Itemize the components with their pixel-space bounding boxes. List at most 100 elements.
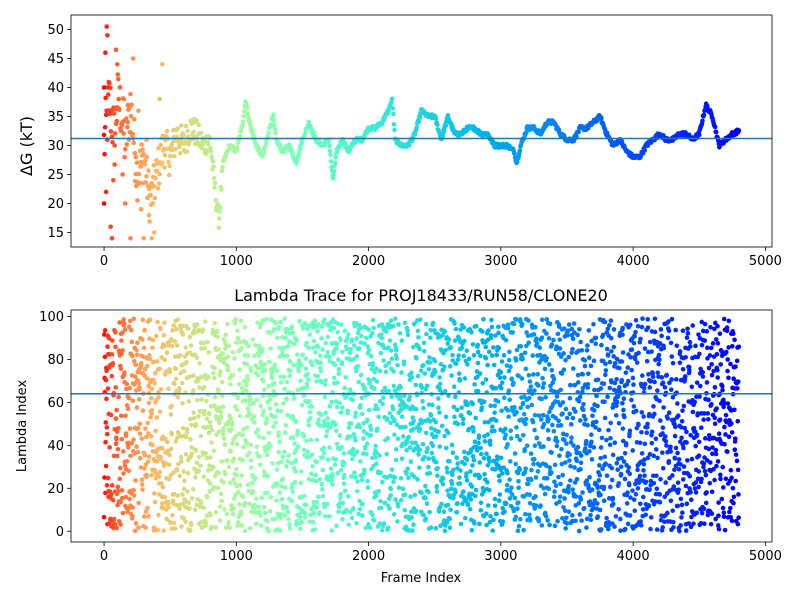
lambda-point [591, 445, 597, 450]
lambda-point [337, 400, 342, 406]
lambda-point [453, 326, 459, 332]
lambda-point [507, 397, 513, 403]
lambda-point [140, 317, 146, 322]
lambda-point [545, 518, 551, 523]
lambda-point [571, 321, 577, 326]
lambda-point [328, 466, 334, 471]
lambda-point [206, 468, 211, 473]
lambda-point [273, 420, 279, 425]
lambda-point [634, 360, 640, 365]
lambda-point [104, 396, 109, 402]
lambda-point [248, 458, 254, 463]
lambda-point [456, 371, 462, 376]
lambda-point [516, 485, 521, 491]
lambda-point [531, 456, 537, 462]
lambda-point [699, 476, 704, 482]
dg-point [273, 130, 278, 136]
lambda-point [365, 344, 371, 349]
lambda-point [322, 382, 328, 387]
dg-point [166, 172, 172, 178]
lambda-point [152, 499, 158, 505]
lambda-point [385, 525, 391, 530]
lambda-point [246, 343, 251, 349]
lambda-point [188, 522, 194, 528]
lambda-point [546, 362, 552, 367]
lambda-point [157, 469, 163, 475]
lambda-point [334, 441, 340, 447]
lambda-point [172, 381, 177, 387]
lambda-point [288, 359, 293, 365]
lambda-point [687, 367, 692, 373]
lambda-point [528, 384, 534, 389]
lambda-point [512, 451, 518, 456]
lambda-point [134, 405, 140, 410]
lambda-point [339, 405, 345, 410]
lambda-point [287, 525, 293, 531]
lambda-point [412, 492, 418, 498]
lambda-point [216, 429, 222, 434]
lambda-point [411, 522, 416, 527]
lambda-point [166, 504, 171, 510]
lambda-point [182, 478, 187, 484]
lambda-point [680, 408, 685, 413]
lambda-point [276, 449, 282, 455]
lambda-point [340, 349, 345, 355]
lambda-point [321, 501, 327, 507]
lambda-point [350, 456, 355, 462]
lambda-point [694, 510, 700, 516]
lambda-point [578, 453, 584, 458]
lambda-point [312, 318, 318, 324]
dg-point [129, 102, 134, 108]
lambda-point [193, 422, 199, 427]
lambda-point [696, 439, 702, 445]
dg-point [213, 198, 218, 203]
lambda-point [570, 366, 576, 371]
lambda-point [504, 482, 510, 488]
lambda-point [329, 399, 334, 405]
lambda-point [236, 381, 242, 387]
lambda-point [721, 510, 727, 516]
lambda-point [110, 497, 116, 503]
lambda-point [467, 411, 473, 416]
lambda-point [467, 506, 473, 512]
lambda-point [273, 320, 279, 326]
dg-point [700, 118, 705, 124]
dg-point [167, 153, 173, 159]
lambda-point [525, 404, 531, 410]
lambda-point [405, 439, 410, 445]
dg-axes-frame [70, 14, 773, 248]
lambda-point [515, 506, 520, 512]
lambda-x-tick-label: 3000 [484, 549, 517, 564]
lambda-point [399, 370, 404, 375]
lambda-point [306, 423, 312, 428]
lambda-point [284, 379, 290, 385]
lambda-point [296, 368, 302, 374]
lambda-point [423, 516, 429, 522]
lambda-point [254, 496, 259, 501]
lambda-point [651, 404, 656, 409]
lambda-point [122, 463, 128, 469]
lambda-point [712, 477, 717, 483]
lambda-point [228, 416, 234, 421]
lambda-point [432, 358, 438, 364]
lambda-point [492, 496, 498, 502]
dg-point [115, 72, 121, 77]
lambda-point [333, 428, 339, 434]
lambda-point [334, 523, 339, 529]
lambda-point [159, 355, 164, 360]
lambda-point [728, 467, 734, 473]
lambda-point [121, 321, 127, 327]
lambda-point [366, 327, 371, 332]
dg-y-tick-label: 35 [47, 110, 64, 125]
lambda-point [679, 515, 684, 520]
lambda-point [147, 356, 153, 362]
dg-y-tick-label: 40 [47, 81, 64, 96]
lambda-point [371, 386, 377, 392]
lambda-point [378, 350, 384, 356]
lambda-point [544, 331, 549, 336]
lambda-point [206, 350, 211, 355]
lambda-point [489, 353, 495, 358]
dg-point [113, 47, 119, 53]
lambda-point [450, 450, 456, 456]
lambda-point [268, 495, 274, 500]
